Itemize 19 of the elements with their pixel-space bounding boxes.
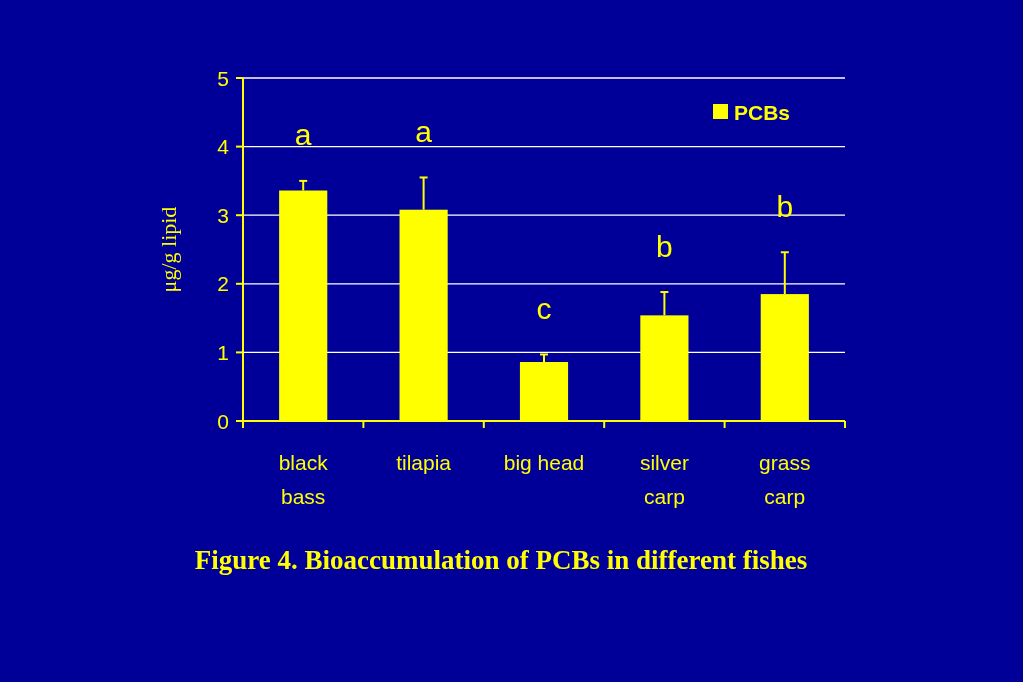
x-tick-label: black bass xyxy=(278,451,329,508)
y-tick-label: 3 xyxy=(217,203,229,227)
annotation: c xyxy=(536,291,552,325)
text: Figure 4. Bioaccumulation of PCBs in different fishes xyxy=(194,545,808,575)
y-tick-label: 2 xyxy=(217,272,229,296)
y-tick-label: 5 xyxy=(217,66,229,90)
annotation: a xyxy=(415,114,433,148)
x-tick-label: tilapia xyxy=(396,451,452,474)
y-tick-label: 4 xyxy=(217,135,230,159)
legend-label: PCBs xyxy=(734,100,791,124)
y-axis-title: μg/g lipid xyxy=(155,206,181,293)
annotation: a xyxy=(294,118,312,152)
x-tick-label: grass carp xyxy=(759,451,811,508)
y-tick-label: 1 xyxy=(217,340,229,364)
annotation: b xyxy=(776,189,794,223)
annotation: b xyxy=(656,229,673,263)
y-tick-label: 0 xyxy=(217,409,229,433)
x-tick-label: silver carp xyxy=(639,451,689,508)
x-tick-label: big head xyxy=(503,451,585,474)
